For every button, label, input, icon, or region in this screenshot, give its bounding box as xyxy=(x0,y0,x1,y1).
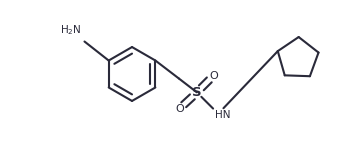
Text: H$_2$N: H$_2$N xyxy=(60,24,82,37)
Text: HN: HN xyxy=(215,110,230,120)
Text: O: O xyxy=(209,71,218,81)
Text: S: S xyxy=(192,86,202,99)
Text: O: O xyxy=(175,104,184,114)
